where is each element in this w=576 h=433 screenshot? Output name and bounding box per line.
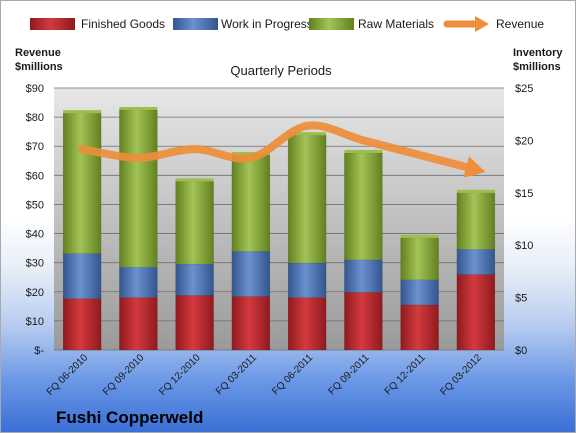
right-tick-label: $0 [515, 345, 527, 357]
right-axis-ticks: $0 $5 $10 $15 $20 $25 [515, 83, 533, 357]
legend-swatch-revenue-arrowhead [475, 16, 489, 32]
bar-finished-goods [344, 292, 383, 351]
bar-raw-materials-cap [456, 189, 495, 193]
legend-label-revenue: Revenue [496, 17, 544, 31]
bar-raw-materials [62, 112, 102, 254]
left-tick-label: $20 [26, 287, 44, 299]
bar-raw-materials-cap [63, 110, 102, 114]
left-tick-label: $10 [26, 316, 44, 328]
bar-work-in-progress [344, 259, 383, 293]
bar-raw-materials-cap [231, 152, 270, 156]
bar-finished-goods [231, 296, 271, 351]
bar-raw-materials [119, 109, 158, 268]
legend-swatch-finished-goods [30, 18, 75, 30]
x-tick-label: FQ 09-2010 [101, 352, 147, 398]
bar-raw-materials-cap [288, 132, 327, 136]
legend-swatch-raw-materials [309, 18, 354, 30]
left-tick-label: $90 [26, 83, 44, 95]
bar-finished-goods [456, 274, 496, 351]
right-tick-label: $15 [515, 188, 533, 200]
bar-work-in-progress [456, 249, 496, 275]
bar-raw-materials [175, 181, 214, 265]
x-tick-label: FQ 12-2011 [383, 352, 428, 397]
left-tick-label: $50 [26, 199, 44, 211]
bar-raw-materials [287, 134, 327, 264]
bar-raw-materials-cap [344, 149, 383, 153]
bar-work-in-progress [231, 251, 271, 297]
bars [62, 107, 496, 351]
left-tick-label: $- [34, 345, 44, 357]
x-tick-label: FQ 03-2012 [438, 352, 484, 398]
revenue-line-path [78, 121, 480, 174]
right-axis-title-line1: Inventory [513, 47, 563, 59]
x-axis-ticks: FQ 06-2010 FQ 09-2010 FQ 12-2010 FQ 03-2011… [45, 352, 485, 398]
left-axis-title-line1: Revenue [15, 47, 61, 59]
bar-finished-goods [287, 297, 327, 351]
left-tick-label: $40 [26, 229, 44, 241]
bar-finished-goods [175, 295, 214, 351]
bar-work-in-progress [400, 279, 439, 306]
bar-work-in-progress [175, 263, 214, 296]
left-tick-label: $80 [26, 112, 44, 124]
bar-raw-materials-cap [175, 178, 214, 182]
revenue-line [78, 121, 486, 178]
right-tick-label: $20 [515, 135, 533, 147]
x-tick-label: FQ 06-2011 [270, 352, 315, 397]
company-name: Fushi Copperweld [56, 408, 203, 427]
bar-finished-goods [400, 304, 439, 351]
legend-swatch-work-in-progress [173, 18, 218, 30]
bar-raw-materials [456, 192, 496, 250]
bar-finished-goods [119, 297, 158, 351]
left-axis-ticks: $- $10 $20 $30 $40 $50 $60 $70 $80 $90 [26, 83, 45, 357]
legend-label-finished-goods: Finished Goods [81, 17, 165, 31]
left-tick-label: $30 [26, 258, 44, 270]
bar-raw-materials [344, 152, 383, 261]
right-tick-label: $10 [515, 240, 533, 252]
legend: Finished Goods Work in Progress Raw Mate… [30, 16, 544, 32]
bar-work-in-progress [287, 262, 327, 298]
bar-finished-goods [62, 298, 102, 351]
x-tick-label: FQ 06-2010 [45, 352, 91, 398]
bar-work-in-progress [62, 253, 102, 299]
left-tick-label: $60 [26, 170, 44, 182]
legend-label-raw-materials: Raw Materials [358, 17, 434, 31]
legend-label-work-in-progress: Work in Progress [221, 17, 313, 31]
bar-work-in-progress [119, 266, 158, 298]
left-tick-label: $70 [26, 141, 44, 153]
x-tick-label: FQ 03-2011 [214, 352, 259, 397]
bar-raw-materials-cap [400, 234, 439, 238]
bar-raw-materials [400, 237, 439, 281]
x-tick-label: FQ 09-2011 [327, 352, 372, 397]
right-axis-title-line2: $millions [513, 61, 561, 73]
right-tick-label: $5 [515, 293, 527, 305]
revenue-arrowhead [463, 156, 486, 178]
bar-raw-materials [231, 154, 271, 252]
x-tick-label: FQ 12-2010 [157, 352, 203, 398]
left-axis-title-line2: $millions [15, 61, 63, 73]
chart-title: Quarterly Periods [230, 63, 332, 78]
bar-raw-materials-cap [119, 107, 158, 111]
right-tick-label: $25 [515, 83, 533, 95]
